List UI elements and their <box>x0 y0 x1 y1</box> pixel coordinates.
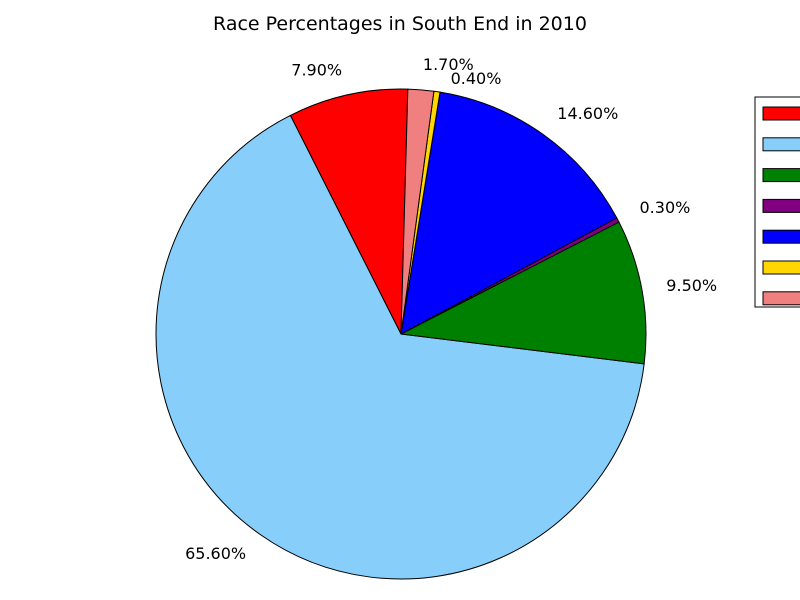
slice-label: 1.70% <box>423 55 474 74</box>
legend-swatch <box>762 229 800 244</box>
slice-label: 14.60% <box>557 104 618 123</box>
legend-swatch <box>762 198 800 213</box>
pie-slice <box>155 114 645 580</box>
pie-slice <box>289 88 409 335</box>
legend-swatch <box>762 260 800 275</box>
slice-label: 7.90% <box>291 61 342 80</box>
legend-swatch <box>762 137 800 152</box>
slice-label: 0.30% <box>640 198 691 217</box>
legend-swatch <box>762 168 800 183</box>
pie-slices <box>155 88 647 580</box>
slice-label: 0.40% <box>451 69 502 88</box>
pie-slice <box>400 88 435 335</box>
legend <box>754 96 800 308</box>
legend-swatch <box>762 291 800 306</box>
legend-swatch <box>762 106 800 121</box>
slice-label: 65.60% <box>185 544 246 563</box>
pie-slice <box>400 221 647 365</box>
chart-title: Race Percentages in South End in 2010 <box>213 13 587 35</box>
pie-labels: 7.90% 65.60% 9.50% 0.30% 14.60% 0.40%1.70% <box>185 55 717 563</box>
slice-label: 9.50% <box>666 276 717 295</box>
pie-slice <box>400 91 618 335</box>
